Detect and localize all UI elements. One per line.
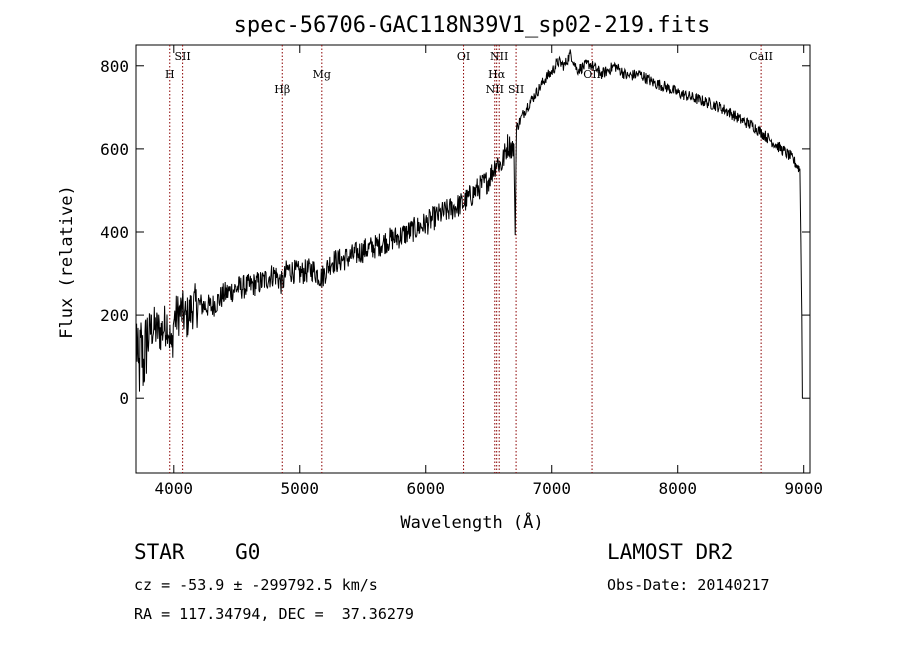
y-tick-label: 600 (100, 140, 129, 159)
x-tick-label: 6000 (406, 479, 445, 498)
reference-line-label: OI (457, 50, 470, 63)
spectrum-series (136, 49, 803, 399)
reference-lines (169, 45, 762, 473)
x-tick-label: 8000 (658, 479, 697, 498)
y-tick-label: 400 (100, 223, 129, 242)
x-axis-ticks: 4000 5000 6000 7000 8000 9000 (155, 45, 823, 498)
reference-line-label: SII (174, 50, 190, 63)
reference-line-label: NII (486, 83, 504, 96)
observation-date: Obs-Date: 20140217 (607, 576, 770, 594)
y-axis-ticks: 0 200 400 600 800 (100, 57, 810, 408)
reference-line-label: NII (490, 50, 508, 63)
x-axis-label: Wavelength (Å) (400, 511, 543, 533)
coordinates-text: RA = 117.34794, DEC = 37.36279 (134, 605, 414, 623)
reference-line-label: H (165, 68, 175, 81)
y-tick-label: 0 (119, 389, 129, 408)
x-tick-label: 4000 (155, 479, 194, 498)
survey-name: LAMOST DR2 (607, 540, 734, 564)
classification-text: STAR G0 (134, 540, 261, 564)
reference-line-label: Hβ (274, 83, 290, 96)
y-tick-label: 200 (100, 306, 129, 325)
x-tick-label: 5000 (281, 479, 320, 498)
y-axis-label: Flux (relative) (57, 185, 77, 339)
reference-line-label: SII (508, 83, 524, 96)
redshift-text: cz = -53.9 ± -299792.5 km/s (134, 576, 378, 594)
y-tick-label: 800 (100, 57, 129, 76)
reference-line-label: Hα (488, 68, 506, 81)
reference-line-label: CaII (749, 50, 773, 63)
plot-frame (135, 44, 811, 474)
x-tick-label: 7000 (532, 479, 571, 498)
chart-title: spec-56706-GAC118N39V1_sp02-219.fits (234, 13, 711, 38)
reference-line-label: Mg (313, 68, 331, 81)
x-tick-label: 9000 (784, 479, 823, 498)
